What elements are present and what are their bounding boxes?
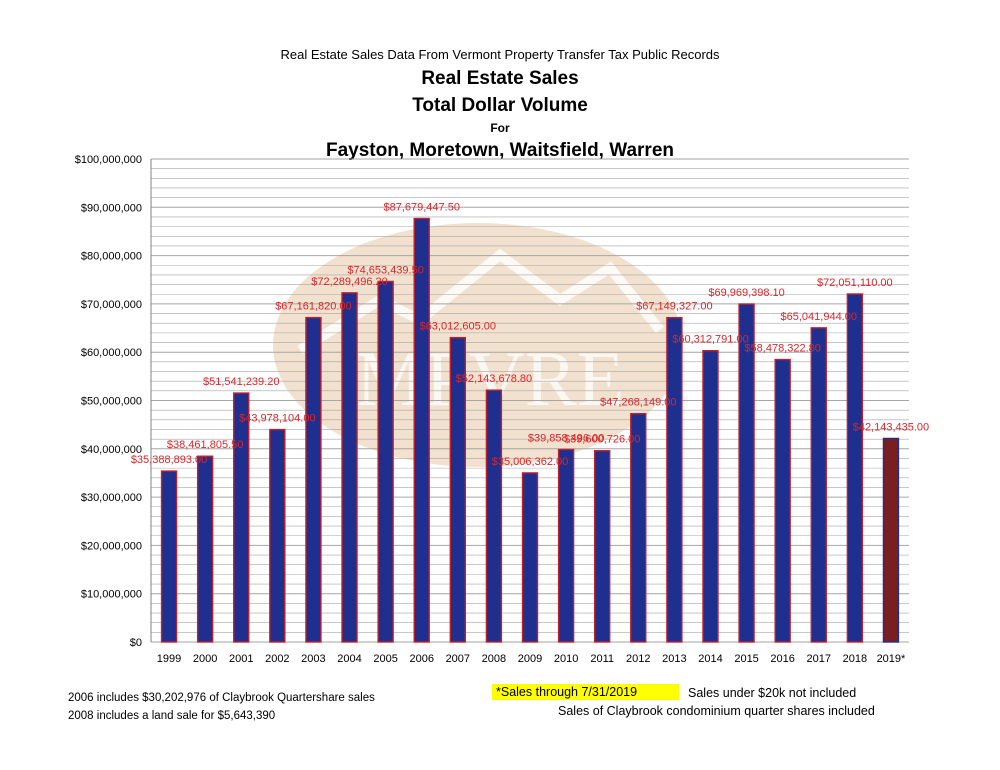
data-label: $63,012,605.00 xyxy=(420,321,496,333)
data-label: $39,600,726.00 xyxy=(564,434,640,446)
x-tick-label: 2003 xyxy=(301,653,325,665)
y-tick-label: $70,000,000 xyxy=(81,299,142,311)
data-label: $42,143,435.00 xyxy=(853,421,929,433)
data-label: $39,858,496.00 xyxy=(528,432,604,444)
chart-supertitle: Real Estate Sales Data From Vermont Prop… xyxy=(280,47,720,62)
x-tick-label: 2000 xyxy=(193,653,217,665)
x-tick-label: 2010 xyxy=(554,653,578,665)
bar-2014 xyxy=(702,349,719,643)
data-label: $67,149,327.00 xyxy=(636,301,712,313)
bar-2013 xyxy=(666,316,683,643)
bars xyxy=(160,217,900,643)
x-tick-label: 2016 xyxy=(770,653,794,665)
y-tick-label: $20,000,000 xyxy=(81,540,142,552)
bar-2018 xyxy=(846,293,864,643)
y-tick-label: $60,000,000 xyxy=(81,347,142,359)
x-tick-label: 2009 xyxy=(518,653,542,665)
note-claybrook-2006: 2006 includes $30,202,976 of Claybrook Q… xyxy=(68,692,375,704)
x-tick-label: 2017 xyxy=(807,653,831,665)
data-label: $74,653,439.50 xyxy=(347,264,423,276)
note-under-20k: Sales under $20k not included xyxy=(688,686,857,700)
x-tick-label: 2013 xyxy=(662,653,686,665)
bar-2011 xyxy=(593,450,611,643)
bar-2007 xyxy=(449,336,467,643)
y-tick-label: $10,000,000 xyxy=(81,589,142,601)
data-labels: $35,388,893.00 $38,461,805.50 $51,541,239.… xyxy=(131,202,929,468)
x-tick-label: 2006 xyxy=(409,653,433,665)
data-label: $72,051,110.00 xyxy=(817,277,893,289)
bar-2000 xyxy=(196,455,214,643)
x-tick-label: 2018 xyxy=(843,653,867,665)
y-axis-ticks: $0 $10,000,000 $20,000,000 $30,000,000 $40,0… xyxy=(75,154,142,649)
watermark-logo: MPVRE xyxy=(273,223,683,467)
chart-title-line-1: Real Estate Sales xyxy=(421,68,579,89)
bar-2015 xyxy=(738,303,755,643)
x-tick-label: 2007 xyxy=(446,653,470,665)
bar-2008 xyxy=(485,389,503,643)
y-tick-label: $0 xyxy=(130,637,142,649)
note-claybrook-condo: Sales of Claybrook condominium quarter s… xyxy=(558,704,875,718)
x-tick-label: 2019* xyxy=(877,653,906,665)
y-tick-label: $100,000,000 xyxy=(75,154,142,166)
chart-title-line-4: Fayston, Moretown, Waitsfield, Warren xyxy=(325,140,674,161)
x-tick-label: 2012 xyxy=(626,653,650,665)
data-label: $65,041,944.00 xyxy=(781,311,857,323)
x-tick-label: 2015 xyxy=(734,653,758,665)
x-tick-label: 2001 xyxy=(229,653,253,665)
x-tick-label: 1999 xyxy=(157,653,181,665)
chart-title-line-3: For xyxy=(490,121,510,135)
chart-title-line-2: Total Dollar Volume xyxy=(412,95,588,116)
y-tick-label: $40,000,000 xyxy=(81,444,142,456)
data-label: $51,541,239.20 xyxy=(203,376,279,388)
data-label: $38,461,805.50 xyxy=(167,439,243,451)
bar-2003 xyxy=(305,316,322,643)
data-label: $35,388,893.00 xyxy=(131,454,207,466)
bar-2002 xyxy=(269,428,286,643)
data-label: $69,969,398.10 xyxy=(708,287,784,299)
bar-2016 xyxy=(774,358,791,643)
data-label: $67,161,820.00 xyxy=(275,301,351,313)
x-axis-ticks: 1999 2000 2001 2002 2003 2004 2005 2006 2007 2008… xyxy=(157,653,906,665)
data-label: $60,312,791.00 xyxy=(672,334,748,346)
data-label: $58,478,322.80 xyxy=(744,343,820,355)
bar-2005 xyxy=(377,280,394,643)
bar-2001 xyxy=(233,392,250,643)
bar-2017 xyxy=(810,327,827,643)
data-label: $72,289,496.20 xyxy=(311,276,387,288)
y-tick-label: $30,000,000 xyxy=(81,492,142,504)
x-tick-label: 2008 xyxy=(482,653,506,665)
x-tick-label: 2005 xyxy=(373,653,397,665)
data-label: $43,978,104.00 xyxy=(239,413,315,425)
bar-2019* xyxy=(882,437,900,643)
note-land-sale-2008: 2008 includes a land sale for $5,643,390 xyxy=(68,710,276,722)
bar-1999 xyxy=(160,470,178,643)
y-tick-label: $50,000,000 xyxy=(81,396,142,408)
data-label: $87,679,447.50 xyxy=(383,202,459,214)
bar-2010 xyxy=(557,448,575,643)
bar-2009 xyxy=(521,472,539,643)
y-tick-label: $80,000,000 xyxy=(81,251,142,263)
x-tick-label: 2011 xyxy=(590,653,614,665)
x-tick-label: 2004 xyxy=(337,653,361,665)
bar-2004 xyxy=(341,292,358,643)
x-tick-label: 2014 xyxy=(698,653,722,665)
data-label: $47,268,149.00 xyxy=(600,397,676,409)
data-label: $52,143,678.80 xyxy=(456,373,532,385)
data-label: $35,006,362.00 xyxy=(492,456,568,468)
x-tick-label: 2002 xyxy=(265,653,289,665)
y-tick-label: $90,000,000 xyxy=(81,202,142,214)
bar-2006 xyxy=(413,217,430,643)
bar-2012 xyxy=(630,412,647,643)
note-sales-through-date: *Sales through 7/31/2019 xyxy=(492,684,680,700)
